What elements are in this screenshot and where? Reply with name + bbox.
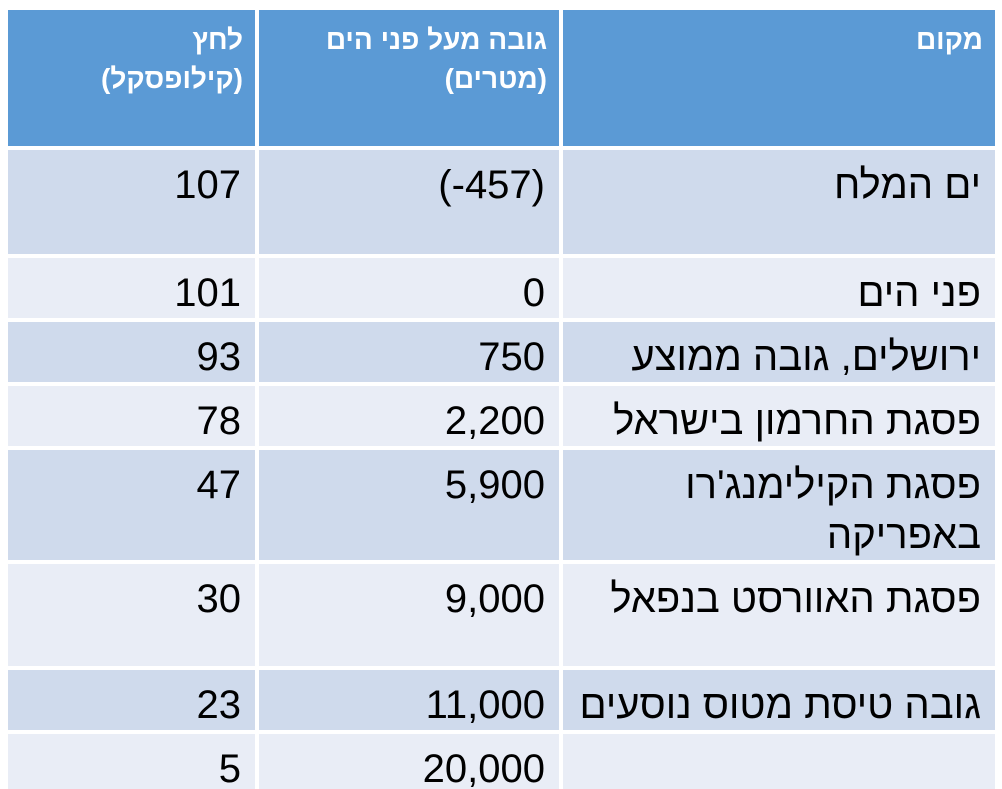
cell-altitude: 750 xyxy=(257,320,561,384)
cell-altitude: 2,200 xyxy=(257,384,561,448)
cell-altitude: 20,000 xyxy=(257,732,561,789)
cell-altitude: 11,000 xyxy=(257,668,561,732)
cell-place: פסגת החרמון בישראל xyxy=(561,384,997,448)
cell-pressure: 101 xyxy=(6,256,257,320)
cell-altitude: 0 xyxy=(257,256,561,320)
cell-altitude: 9,000 xyxy=(257,562,561,668)
table-row: פסגת החרמון בישראל 2,200 78 xyxy=(6,384,997,448)
cell-place: פני הים xyxy=(561,256,997,320)
cell-place: ים המלח xyxy=(561,148,997,256)
cell-altitude: (-457) xyxy=(257,148,561,256)
table-row: 20,000 5 xyxy=(6,732,997,789)
altitude-pressure-table: מקום גובה מעל פני הים (מטרים) לחץ (קילופ… xyxy=(6,8,997,789)
cell-place xyxy=(561,732,997,789)
cell-pressure: 93 xyxy=(6,320,257,384)
table-row: פסגת הקילימנג'רו באפריקה 5,900 47 xyxy=(6,448,997,562)
table-row: גובה טיסת מטוס נוסעים 11,000 23 xyxy=(6,668,997,732)
cell-pressure: 78 xyxy=(6,384,257,448)
cell-pressure: 5 xyxy=(6,732,257,789)
cell-place: פסגת הקילימנג'רו באפריקה xyxy=(561,448,997,562)
cell-place: פסגת האוורסט בנפאל xyxy=(561,562,997,668)
table-row: פני הים 0 101 xyxy=(6,256,997,320)
table-row: פסגת האוורסט בנפאל 9,000 30 xyxy=(6,562,997,668)
cell-pressure: 107 xyxy=(6,148,257,256)
header-altitude: גובה מעל פני הים (מטרים) xyxy=(257,8,561,148)
cell-pressure: 47 xyxy=(6,448,257,562)
table-row: ים המלח (-457) 107 xyxy=(6,148,997,256)
cell-altitude: 5,900 xyxy=(257,448,561,562)
cell-pressure: 30 xyxy=(6,562,257,668)
cell-place: גובה טיסת מטוס נוסעים xyxy=(561,668,997,732)
header-row: מקום גובה מעל פני הים (מטרים) לחץ (קילופ… xyxy=(6,8,997,148)
table-row: ירושלים, גובה ממוצע 750 93 xyxy=(6,320,997,384)
cell-pressure: 23 xyxy=(6,668,257,732)
cell-place: ירושלים, גובה ממוצע xyxy=(561,320,997,384)
header-pressure: לחץ (קילופסקל) xyxy=(6,8,257,148)
header-place: מקום xyxy=(561,8,997,148)
